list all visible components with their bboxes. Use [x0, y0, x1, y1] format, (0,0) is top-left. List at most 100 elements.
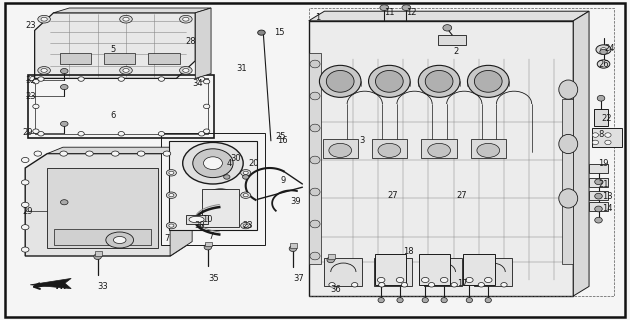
Ellipse shape: [166, 170, 176, 176]
Ellipse shape: [592, 140, 598, 145]
Text: 36: 36: [331, 285, 341, 294]
Text: 13: 13: [602, 192, 612, 201]
Ellipse shape: [466, 298, 472, 303]
Bar: [47, 168, 158, 248]
Ellipse shape: [169, 224, 174, 227]
Ellipse shape: [467, 65, 509, 97]
Bar: [471, 139, 506, 158]
Ellipse shape: [203, 157, 222, 170]
Ellipse shape: [118, 77, 125, 81]
Text: 3: 3: [359, 136, 365, 145]
Bar: [592, 128, 622, 147]
Polygon shape: [573, 11, 589, 296]
Bar: [375, 254, 406, 285]
Ellipse shape: [224, 175, 230, 179]
Polygon shape: [170, 154, 192, 256]
Ellipse shape: [21, 225, 29, 230]
Ellipse shape: [169, 171, 174, 174]
Ellipse shape: [193, 149, 233, 178]
Ellipse shape: [310, 60, 320, 68]
Ellipse shape: [243, 175, 249, 179]
Ellipse shape: [440, 277, 448, 283]
Ellipse shape: [180, 67, 192, 74]
Text: 23: 23: [243, 221, 253, 230]
Ellipse shape: [94, 254, 101, 260]
Polygon shape: [25, 154, 192, 256]
Ellipse shape: [329, 283, 335, 287]
Ellipse shape: [379, 283, 385, 287]
Ellipse shape: [243, 171, 248, 174]
Ellipse shape: [418, 65, 460, 97]
Bar: [421, 139, 457, 158]
Polygon shape: [54, 8, 211, 13]
Ellipse shape: [326, 70, 354, 92]
Ellipse shape: [258, 30, 265, 35]
Ellipse shape: [421, 277, 429, 283]
Ellipse shape: [605, 133, 611, 137]
Ellipse shape: [41, 68, 47, 72]
Bar: [474, 258, 512, 286]
Ellipse shape: [38, 77, 44, 81]
Ellipse shape: [86, 151, 93, 156]
Ellipse shape: [34, 151, 42, 156]
Ellipse shape: [428, 143, 450, 157]
Ellipse shape: [600, 49, 607, 54]
Ellipse shape: [21, 202, 29, 207]
Ellipse shape: [478, 283, 484, 287]
Ellipse shape: [595, 217, 602, 223]
Bar: [589, 164, 608, 173]
Ellipse shape: [198, 77, 205, 81]
Ellipse shape: [310, 92, 320, 100]
Text: 25: 25: [275, 132, 286, 140]
Text: 14: 14: [602, 204, 612, 212]
Text: 15: 15: [274, 28, 285, 36]
Ellipse shape: [378, 298, 384, 303]
Text: 29: 29: [22, 207, 33, 216]
Text: 23: 23: [25, 92, 36, 100]
Polygon shape: [309, 11, 589, 21]
Ellipse shape: [33, 129, 39, 133]
Ellipse shape: [428, 283, 435, 287]
Ellipse shape: [112, 151, 119, 156]
Ellipse shape: [163, 151, 171, 156]
Ellipse shape: [595, 206, 602, 212]
Ellipse shape: [21, 247, 29, 252]
Ellipse shape: [396, 277, 404, 283]
Ellipse shape: [377, 277, 385, 283]
Text: 7: 7: [208, 232, 214, 241]
Ellipse shape: [60, 200, 68, 205]
Polygon shape: [47, 147, 208, 154]
Bar: [205, 242, 212, 246]
Bar: [94, 251, 102, 256]
Ellipse shape: [289, 246, 297, 252]
Ellipse shape: [595, 179, 602, 185]
Ellipse shape: [41, 17, 47, 21]
Ellipse shape: [183, 142, 243, 184]
Ellipse shape: [425, 70, 453, 92]
Ellipse shape: [329, 143, 352, 157]
Ellipse shape: [38, 67, 50, 74]
Ellipse shape: [166, 222, 176, 229]
Ellipse shape: [180, 15, 192, 23]
Ellipse shape: [559, 134, 578, 154]
Bar: [104, 53, 135, 64]
Polygon shape: [35, 13, 195, 78]
Ellipse shape: [474, 70, 502, 92]
Ellipse shape: [443, 25, 452, 31]
Ellipse shape: [310, 252, 320, 260]
Bar: [424, 258, 462, 286]
Text: 29: 29: [22, 128, 33, 137]
Ellipse shape: [169, 194, 174, 197]
Text: 6: 6: [110, 111, 116, 120]
Ellipse shape: [106, 232, 134, 248]
Text: Fr.: Fr.: [55, 282, 67, 291]
Bar: [309, 53, 321, 264]
Ellipse shape: [183, 68, 189, 72]
Ellipse shape: [600, 48, 607, 52]
Text: 39: 39: [290, 197, 301, 206]
Bar: [374, 258, 412, 286]
Bar: [161, 133, 265, 245]
Ellipse shape: [451, 283, 457, 287]
Text: 18: 18: [403, 247, 414, 256]
Ellipse shape: [501, 283, 507, 287]
